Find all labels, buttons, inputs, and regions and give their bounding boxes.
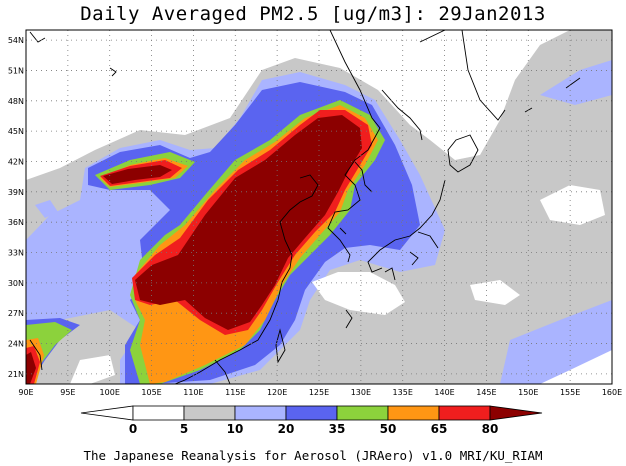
colorbar-level-label: 10 <box>227 422 244 436</box>
lon-tick-label: 105E <box>141 388 161 397</box>
lat-tick-label: 54N <box>8 36 24 45</box>
lon-tick-label: 150E <box>518 388 538 397</box>
longitude-tick-labels: 90E 95E 100E 105E 110E 115E 120E 125E 130E 135E 14… <box>18 388 622 397</box>
colorbar-segment <box>183 405 236 421</box>
lat-tick-label: 24N <box>8 340 24 349</box>
lon-tick-label: 95E <box>60 388 75 397</box>
lon-tick-label: 155E <box>560 388 580 397</box>
lon-tick-label: 90E <box>18 388 33 397</box>
footer-credit: The Japanese Reanalysis for Aerosol (JRA… <box>83 448 543 463</box>
lon-tick-label: 120E <box>267 388 287 397</box>
lat-tick-label: 39N <box>8 188 24 197</box>
colorbar-segment <box>285 405 338 421</box>
colorbar-segment <box>234 405 287 421</box>
lat-tick-label: 21N <box>8 370 24 379</box>
plot-frame <box>25 29 613 385</box>
clean-air-pockets <box>70 30 605 384</box>
colorbar-segment <box>132 405 185 421</box>
colorbar-level-label: 5 <box>180 422 188 436</box>
lon-tick-label: 160E <box>602 388 622 397</box>
colorbar-level-label: 65 <box>431 422 448 436</box>
colorbar-max-arrow <box>489 405 543 421</box>
lat-tick-label: 51N <box>8 66 24 75</box>
lat-tick-label: 27N <box>8 309 24 318</box>
lon-tick-label: 135E <box>393 388 413 397</box>
colorbar-segment <box>387 405 440 421</box>
lat-tick-label: 30N <box>8 279 24 288</box>
lon-tick-label: 130E <box>351 388 371 397</box>
lat-tick-label: 45N <box>8 127 24 136</box>
colorbar-level-label: 80 <box>482 422 499 436</box>
lon-tick-label: 100E <box>100 388 120 397</box>
lon-tick-label: 115E <box>225 388 245 397</box>
latitude-tick-labels: 21N 24N 27N 30N 33N 36N 39N 42N 45N 48N 51N 54N <box>8 36 24 379</box>
lat-tick-label: 48N <box>8 97 24 106</box>
lon-tick-label: 145E <box>476 388 496 397</box>
coastlines <box>29 30 581 384</box>
colorbar-level-label: 0 <box>129 422 137 436</box>
colorbar-level-label: 35 <box>329 422 346 436</box>
lon-tick-label: 140E <box>434 388 454 397</box>
contour-level-80 <box>26 115 362 384</box>
colorbar-segment <box>438 405 491 421</box>
concentration-field <box>26 30 612 384</box>
colorbar-min-arrow <box>80 405 134 421</box>
lat-tick-label: 36N <box>8 218 24 227</box>
colorbar-segment <box>336 405 389 421</box>
lat-tick-label: 42N <box>8 157 24 166</box>
colorbar-level-label: 20 <box>278 422 295 436</box>
lon-tick-label: 125E <box>309 388 329 397</box>
map-title: Daily Averaged PM2.5 [ug/m3]: 29Jan2013 <box>80 3 546 25</box>
lon-tick-label: 110E <box>183 388 203 397</box>
colorbar: 0 5 10 20 35 50 65 80 <box>80 405 543 436</box>
lat-tick-label: 33N <box>8 249 24 258</box>
colorbar-level-label: 50 <box>380 422 397 436</box>
graticule <box>26 30 612 384</box>
